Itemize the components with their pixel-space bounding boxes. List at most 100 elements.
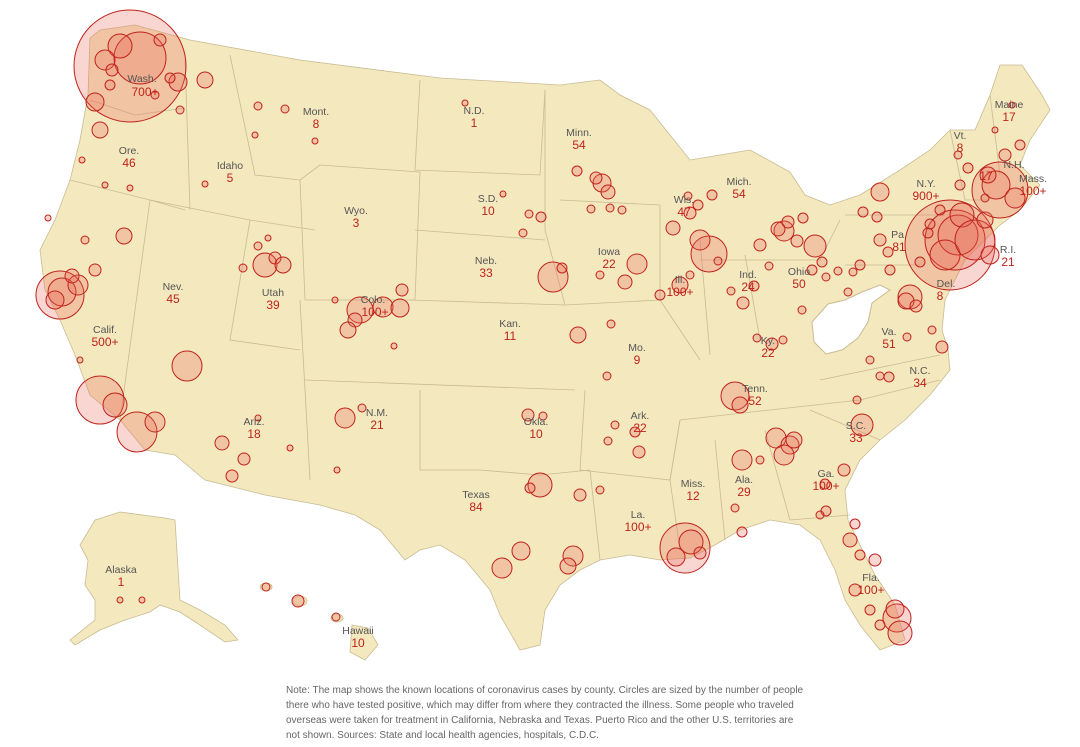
state-name: N.M. bbox=[366, 407, 388, 419]
state-label-ar: Ark.22 bbox=[631, 410, 650, 435]
case-circle bbox=[971, 161, 1029, 219]
case-circle bbox=[693, 546, 707, 560]
state-label-nd: N.D.1 bbox=[464, 105, 485, 130]
case-circle bbox=[286, 444, 294, 452]
case-circle bbox=[980, 193, 990, 203]
border-wy-box bbox=[319, 164, 421, 301]
case-circle bbox=[175, 105, 185, 115]
border-id-west bbox=[184, 59, 191, 211]
state-label-wy: Wyo.3 bbox=[344, 205, 368, 230]
case-circle bbox=[390, 342, 398, 350]
case-circle bbox=[848, 267, 858, 277]
state-count: 100+ bbox=[624, 520, 651, 534]
case-circle bbox=[854, 259, 866, 271]
border-ga-sc bbox=[809, 409, 881, 441]
case-circle bbox=[815, 510, 825, 520]
case-circle bbox=[521, 408, 535, 422]
case-circle bbox=[562, 545, 584, 567]
west-virginia-no-cases bbox=[811, 284, 891, 355]
case-circle bbox=[726, 286, 736, 296]
case-circle bbox=[665, 220, 681, 236]
state-count: 45 bbox=[166, 292, 180, 306]
case-circle bbox=[251, 131, 259, 139]
case-circle bbox=[214, 435, 230, 451]
state-label-del: Del.8 bbox=[937, 278, 956, 303]
case-circle bbox=[586, 204, 596, 214]
border-az-nm bbox=[299, 299, 311, 481]
state-count: 100+ bbox=[812, 479, 839, 493]
case-circle bbox=[274, 256, 292, 274]
state-label-ok: Okla.10 bbox=[524, 416, 549, 441]
state-count: 34 bbox=[913, 376, 927, 390]
case-circle bbox=[692, 199, 704, 211]
state-count: 11 bbox=[504, 329, 517, 343]
state-count: 5 bbox=[227, 171, 234, 185]
state-name: Maine bbox=[995, 99, 1024, 111]
case-circle bbox=[929, 239, 961, 271]
state-name: Ala. bbox=[735, 474, 753, 486]
case-circle bbox=[857, 206, 869, 218]
case-circle bbox=[44, 214, 52, 222]
case-circle bbox=[980, 245, 1000, 265]
state-label-fl: Fla.100+ bbox=[857, 572, 884, 597]
case-circle bbox=[75, 375, 125, 425]
case-circle bbox=[953, 150, 963, 160]
case-circle bbox=[85, 92, 105, 112]
state-name: Calif. bbox=[93, 324, 117, 336]
state-label-va: Va.51 bbox=[882, 326, 897, 351]
state-count: 54 bbox=[732, 187, 746, 201]
state-count: 8 bbox=[313, 117, 320, 131]
case-circle bbox=[671, 276, 689, 294]
border-wy-co bbox=[299, 179, 415, 301]
case-circle bbox=[168, 72, 188, 92]
case-circle bbox=[765, 337, 779, 351]
case-circle bbox=[819, 478, 831, 490]
case-circle bbox=[390, 298, 410, 318]
case-circle bbox=[706, 189, 718, 201]
case-circle bbox=[797, 305, 807, 315]
state-count: 24 bbox=[741, 280, 755, 294]
state-count: 10 bbox=[351, 636, 365, 650]
state-label-ca: Calif.500+ bbox=[91, 324, 118, 349]
case-circle bbox=[238, 263, 248, 273]
case-circle bbox=[785, 431, 803, 449]
case-circle bbox=[713, 256, 723, 266]
case-circle bbox=[64, 268, 80, 284]
case-circle bbox=[595, 270, 605, 280]
case-circle bbox=[331, 612, 341, 622]
case-circle bbox=[842, 532, 858, 548]
us-coronavirus-map: Wash. 700+ Ore. 46 Calif. 500+ Nev. 45 Idaho… bbox=[35, 9, 1051, 661]
contiguous-us-shape bbox=[39, 24, 1051, 651]
case-circle bbox=[833, 266, 843, 276]
state-count: 3 bbox=[353, 216, 360, 230]
state-label-mo: Mo.9 bbox=[628, 342, 646, 367]
state-label-wa: Wash.700+ bbox=[127, 73, 158, 99]
case-circle bbox=[748, 280, 760, 292]
case-circle bbox=[571, 165, 583, 177]
state-label-nv: Nev.45 bbox=[163, 281, 184, 306]
case-circle bbox=[264, 234, 272, 242]
case-circle bbox=[311, 137, 319, 145]
case-circle bbox=[773, 444, 795, 466]
hawaii-island-big bbox=[349, 624, 379, 661]
state-label-ny: N.Y.900+ bbox=[912, 178, 939, 203]
state-name: Colo. bbox=[361, 294, 386, 306]
case-circle bbox=[196, 71, 214, 89]
case-circle bbox=[569, 326, 587, 344]
case-circle bbox=[556, 262, 568, 274]
state-name: Kan. bbox=[499, 318, 521, 330]
state-label-ma: Mass.100+ bbox=[1019, 173, 1047, 198]
case-circle bbox=[113, 31, 167, 85]
case-circle bbox=[991, 126, 999, 134]
case-circle bbox=[850, 413, 874, 437]
case-circle bbox=[902, 332, 912, 342]
state-name: Idaho bbox=[217, 160, 243, 172]
case-circle bbox=[261, 582, 271, 592]
state-count: 100+ bbox=[857, 583, 884, 597]
state-count: 1 bbox=[471, 116, 478, 130]
case-circle bbox=[848, 583, 862, 597]
case-circle bbox=[781, 215, 795, 229]
land-layer bbox=[39, 24, 1051, 661]
